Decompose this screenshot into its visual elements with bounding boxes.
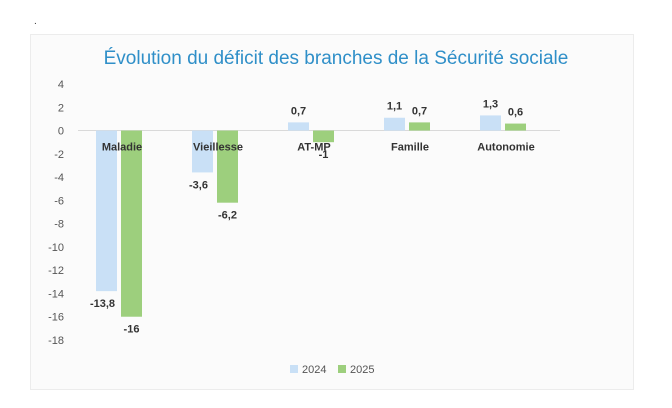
data-label: 1,3 bbox=[483, 98, 498, 110]
y-tick-label: 4 bbox=[58, 79, 64, 91]
y-tick-label: 0 bbox=[58, 126, 64, 138]
y-tick-label: -8 bbox=[54, 219, 64, 231]
legend-swatch-2024 bbox=[290, 365, 298, 373]
y-tick-label: -16 bbox=[48, 312, 64, 324]
legend: 2024 2025 bbox=[290, 364, 374, 376]
data-labels: -13,8 -16 -3,6 -6,2 0,7 -1 1,1 0,7 1,3 0,6 bbox=[90, 98, 523, 335]
category-labels: Maladie Vieillesse AT-MP Famille Autonomie bbox=[102, 141, 535, 153]
y-axis: 4 2 0 -2 -4 -6 -8 -10 -12 -14 -16 -18 bbox=[48, 79, 64, 347]
data-label: 0,6 bbox=[508, 107, 523, 119]
data-label: -16 bbox=[124, 324, 140, 336]
y-tick-label: -4 bbox=[54, 172, 64, 184]
bar-2024-maladie bbox=[96, 130, 117, 292]
category-label: Maladie bbox=[102, 141, 142, 153]
data-label: 0,7 bbox=[412, 105, 427, 117]
data-label: -13,8 bbox=[90, 298, 115, 310]
bar-2024-vieillesse bbox=[192, 130, 213, 173]
y-tick-label: -10 bbox=[48, 242, 64, 254]
bar-2025-famille bbox=[409, 122, 430, 131]
category-label: AT-MP bbox=[297, 141, 330, 153]
bar-2024-autonomie bbox=[480, 115, 501, 131]
bar-2025-maladie bbox=[121, 130, 142, 317]
bar-2025-autonomie bbox=[505, 123, 526, 131]
bar-2025-vieillesse bbox=[217, 130, 238, 203]
stray-mark: . bbox=[34, 16, 37, 27]
bar-2024-at-mp bbox=[288, 122, 309, 131]
category-label: Vieillesse bbox=[193, 141, 243, 153]
data-label: 0,7 bbox=[291, 105, 306, 117]
category-label: Autonomie bbox=[477, 141, 534, 153]
bar-2024-famille bbox=[384, 117, 405, 131]
legend-swatch-2025 bbox=[338, 365, 346, 373]
data-label: 1,1 bbox=[387, 101, 402, 113]
y-tick-label: -14 bbox=[48, 288, 64, 300]
chart-title: Évolution du déficit des branches de la … bbox=[104, 48, 569, 69]
data-label: -1 bbox=[319, 149, 329, 161]
bar-2025-at-mp bbox=[313, 130, 334, 143]
y-tick-label: -12 bbox=[48, 265, 64, 277]
data-label: -3,6 bbox=[189, 179, 208, 191]
y-tick-label: -18 bbox=[48, 335, 64, 347]
bars bbox=[96, 115, 526, 317]
category-label: Famille bbox=[391, 141, 429, 153]
y-tick-label: 2 bbox=[58, 102, 64, 114]
legend-label-2024: 2024 bbox=[302, 364, 326, 376]
y-tick-label: -6 bbox=[54, 195, 64, 207]
legend-label-2025: 2025 bbox=[350, 364, 374, 376]
data-label: -6,2 bbox=[218, 210, 237, 222]
y-tick-label: -2 bbox=[54, 149, 64, 161]
